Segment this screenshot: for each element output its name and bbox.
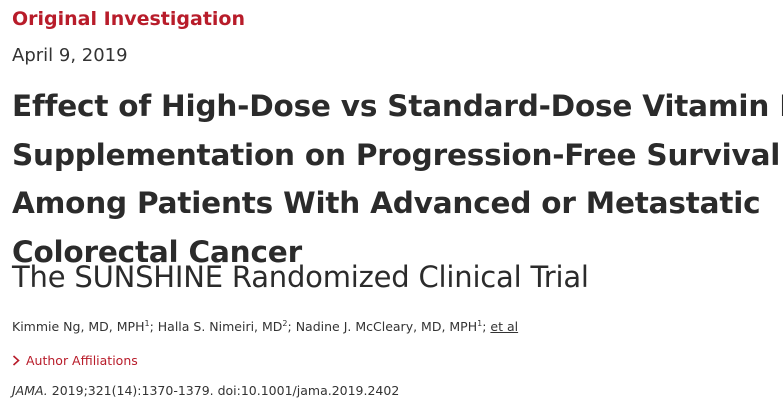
author-affiliations-toggle[interactable]: Author Affiliations xyxy=(12,353,138,368)
author-name[interactable]: Halla S. Nimeiri, MD xyxy=(157,319,283,334)
affiliation-marker: 1 xyxy=(144,319,150,328)
author-separator: ; xyxy=(149,319,158,334)
citation-details: 2019;321(14):1370-1379. doi:10.1001/jama… xyxy=(47,383,400,398)
author-name[interactable]: Nadine J. McCleary, MD, MPH xyxy=(295,319,478,334)
title-line-4: Colorectal Cancer xyxy=(12,234,302,269)
author-separator: ; xyxy=(287,319,296,334)
journal-name: JAMA. xyxy=(12,383,48,398)
publication-date: April 9, 2019 xyxy=(12,45,128,66)
et-al-link[interactable]: et al xyxy=(490,319,519,334)
article-category[interactable]: Original Investigation xyxy=(12,8,245,30)
author-list: Kimmie Ng, MD, MPH1; Halla S. Nimeiri, M… xyxy=(12,319,518,334)
author-affiliations-label: Author Affiliations xyxy=(26,353,138,368)
title-line-2: Supplementation on Progression-Free Surv… xyxy=(12,137,781,172)
affiliation-marker: 2 xyxy=(282,319,288,328)
article-title: Effect of High-Dose vs Standard-Dose Vit… xyxy=(12,82,783,276)
author-name[interactable]: Kimmie Ng, MD, MPH xyxy=(12,319,145,334)
title-line-1-text: Effect of High-Dose vs Standard-Dose Vit… xyxy=(12,89,783,123)
title-line-3: Among Patients With Advanced or Metastat… xyxy=(12,186,761,220)
author-separator: ; xyxy=(482,319,491,334)
article-subtitle: The SUNSHINE Randomized Clinical Trial xyxy=(12,260,589,294)
affiliation-marker: 1 xyxy=(477,319,483,328)
citation: JAMA. 2019;321(14):1370-1379. doi:10.100… xyxy=(12,383,399,398)
chevron-right-icon xyxy=(12,354,21,368)
title-line-1: Effect of High-Dose vs Standard-Dose Vit… xyxy=(12,82,783,131)
